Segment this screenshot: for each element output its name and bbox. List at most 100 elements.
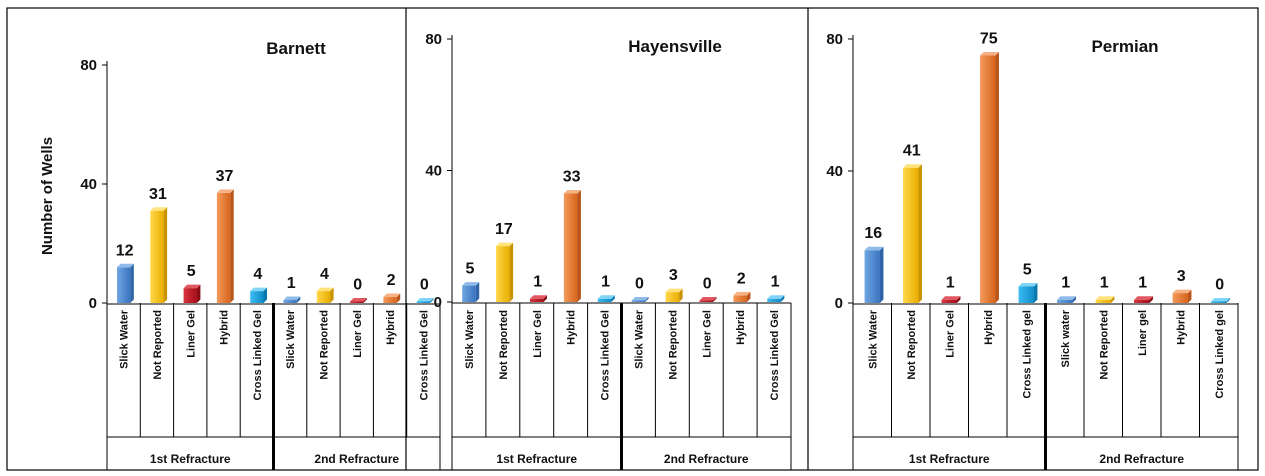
data-label: 75 (980, 31, 998, 48)
bar-top-not-reported (496, 242, 514, 247)
bar-liner-gel (529, 298, 544, 302)
bar-liner-gel (350, 301, 364, 303)
data-label: 17 (495, 221, 513, 238)
bar-liner-gel (1134, 299, 1150, 303)
chart-title: Permian (1091, 37, 1158, 56)
chart-title: Barnett (266, 39, 326, 58)
data-label: 1 (533, 274, 542, 291)
bar-hybrid (1172, 293, 1188, 303)
x-tick-label: Hybrid (983, 310, 995, 345)
bar-side-slick-water (879, 246, 884, 303)
bar-side-slick-water (296, 296, 301, 303)
data-label: 3 (1177, 268, 1186, 285)
bar-cross-linked-gel (1211, 301, 1227, 303)
outer-frame (6, 7, 1259, 471)
bar-top-not-reported (665, 288, 683, 293)
bar-side-cross-linked-gel (1226, 298, 1230, 303)
y-tick-label: 40 (826, 163, 843, 180)
x-tick-label: Liner Gel (532, 310, 544, 358)
bar-side-not-reported (918, 164, 922, 303)
x-tick-label: Liner gel (1137, 310, 1149, 356)
bar-top-cross-linked-gel (250, 287, 268, 292)
data-label: 1 (287, 275, 296, 292)
x-tick-label: Not Reported (318, 310, 330, 380)
bar-side-cross-linked-gel (780, 295, 785, 302)
x-tick-label: Cross Linked Gel (769, 310, 781, 400)
data-label: 5 (187, 263, 196, 280)
x-tick-label: Not Reported (906, 310, 918, 380)
data-label: 2 (737, 270, 746, 287)
data-label: 33 (563, 169, 581, 186)
bar-top-liner-gel (183, 284, 201, 289)
y-tick-label: 80 (826, 31, 843, 48)
bar-top-cross-linked-gel (416, 298, 434, 302)
x-tick-label: Hybrid (1175, 310, 1187, 345)
y-tick-label: 80 (425, 31, 442, 48)
bar-side-liner-gel (956, 296, 961, 303)
x-tick-label: Liner Gel (185, 310, 197, 358)
bar-top-cross-linked-gel (1018, 283, 1038, 287)
data-label: 1 (1061, 275, 1070, 292)
bar-side-liner-gel (1149, 296, 1153, 303)
bar-top-liner-gel (941, 296, 961, 300)
data-label: 0 (420, 277, 429, 294)
bar-cross-linked-gel (416, 301, 431, 303)
bar-cross-linked-gel (250, 291, 264, 303)
data-label: 0 (635, 276, 644, 293)
bar-top-cross-linked-gel (597, 295, 615, 299)
group-label: 2nd Refracture (664, 452, 749, 466)
bar-top-cross-linked-gel (767, 295, 785, 299)
x-tick-label: Liner Gel (701, 310, 713, 358)
bar-slick-water (283, 300, 297, 303)
x-tick-label: Cross Linked gel (1214, 310, 1226, 399)
bar-top-liner-gel (350, 298, 367, 302)
bar-cross-linked-gel (1018, 286, 1034, 303)
x-tick-label: Slick Water (285, 309, 297, 369)
bar-liner-gel (941, 299, 957, 303)
x-tick-label: Not Reported (667, 310, 679, 380)
chart-panel-hayensville: Hayensville 0 40 80 5 Slick Water 17 Not Report… (425, 31, 792, 470)
data-label: 31 (149, 186, 167, 203)
bar-not-reported (903, 167, 919, 303)
data-label: 37 (216, 168, 234, 185)
bar-not-reported (150, 210, 164, 303)
bar-side-cross-linked-gel (263, 287, 268, 303)
data-label: 16 (864, 225, 882, 242)
bar-hybrid (216, 192, 231, 303)
y-tick-label: 0 (89, 295, 97, 312)
group-label: 2nd Refracture (1099, 452, 1184, 466)
bar-side-hybrid (396, 293, 401, 303)
bar-side-slick-water (1072, 296, 1076, 303)
bar-hybrid (980, 55, 996, 303)
bar-side-slick-water (475, 282, 480, 302)
bar-side-not-reported (509, 242, 514, 302)
x-tick-label: Not Reported (1098, 310, 1110, 380)
bar-side-liner-gel (713, 297, 717, 302)
x-tick-label: Liner Gel (944, 310, 956, 358)
bar-slick-water (631, 300, 646, 302)
bar-top-liner-gel (699, 297, 717, 301)
bar-side-hybrid (995, 52, 999, 303)
bar-top-not-reported (316, 287, 334, 292)
x-tick-label: Liner Gel (352, 310, 364, 358)
data-label: 5 (465, 261, 474, 278)
y-tick-label: 80 (80, 57, 97, 74)
data-label: 1 (946, 275, 955, 292)
x-tick-label: Slick Water (464, 309, 476, 369)
bar-liner-gel (183, 288, 197, 303)
bar-top-hybrid (563, 190, 581, 194)
bar-top-liner-gel (529, 295, 548, 299)
bar-top-not-reported (903, 164, 922, 168)
data-label: 4 (253, 266, 262, 283)
x-tick-label: Hybrid (566, 310, 578, 345)
bar-top-slick-water (631, 297, 649, 301)
bar-liner-gel (699, 300, 714, 302)
bar-side-slick-water (645, 297, 649, 302)
bar-not-reported (316, 291, 331, 303)
x-tick-label: Slick Water (633, 309, 645, 369)
y-axis-label: Number of Wells (39, 137, 56, 255)
bar-side-slick-water (130, 263, 134, 303)
bar-side-not-reported (330, 287, 334, 303)
